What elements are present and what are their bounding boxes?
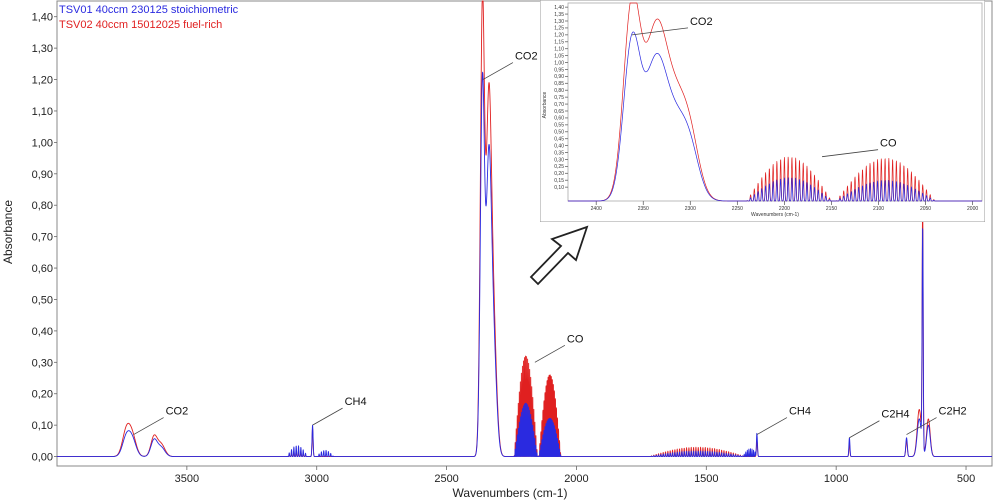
x-tick-label: 2050 (920, 206, 931, 212)
y-tick-label: 1,15 (554, 40, 564, 46)
x-tick-label: 1500 (694, 473, 718, 485)
annotation-leader (133, 417, 164, 435)
y-tick-label: 0,40 (554, 143, 564, 149)
y-tick-label: 0,80 (32, 200, 53, 212)
annotation-label: CO (880, 138, 897, 150)
y-tick-label: 0,75 (554, 95, 564, 101)
y-tick-label: 1,05 (554, 53, 564, 59)
y-tick-label: 1,10 (554, 46, 564, 52)
annotation-label: CH4 (789, 406, 811, 418)
legend-entry-tsv01: TSV01 40ccm 230125 stoichiometric (59, 4, 239, 16)
x-tick-label: 3500 (175, 473, 199, 485)
x-tick-label: 2500 (434, 473, 458, 485)
annotation-label: CO (567, 333, 584, 345)
annotation-leader (906, 417, 937, 435)
zoom-arrow-icon (529, 225, 589, 286)
y-tick-label: 0,55 (554, 123, 564, 129)
y-tick-label: 0,50 (32, 294, 53, 306)
inset-annotations: CO2 CO (631, 16, 897, 158)
annotation-leader (631, 27, 689, 36)
y-tick-label: 0,50 (554, 130, 564, 136)
x-tick-label: 2350 (638, 206, 649, 212)
y-tick-label: 1,30 (554, 19, 564, 25)
x-tick-label: 2000 (564, 473, 588, 485)
series-line-1 (567, 31, 983, 202)
y-tick-label: 1,25 (554, 26, 564, 32)
annotation-label: CO2 (166, 406, 189, 418)
y-tick-label: 0,70 (32, 232, 53, 244)
y-tick-label: 0,15 (554, 178, 564, 184)
inset-plot-area (567, 2, 983, 202)
inset-y-axis: 0,100,150,200,250,300,350,400,450,500,55… (554, 5, 568, 191)
y-tick-label: 1,35 (554, 12, 564, 18)
y-tick-label: 0,25 (554, 164, 564, 170)
series-line-1 (56, 71, 993, 458)
y-tick-label: 0,35 (554, 150, 564, 156)
legend-entry-tsv02: TSV02 40ccm 15012025 fuel-rich (59, 19, 222, 31)
inset-x-axis: 2400 2350 2300 2250 2200 2150 2100 2050 2000 (591, 201, 978, 212)
main-x-axis-label: Wavenumbers (cm-1) (453, 486, 568, 500)
y-tick-label: 0,10 (32, 420, 53, 432)
main-series-group (56, 0, 993, 458)
x-tick-label: 2150 (826, 206, 837, 212)
annotation-label: C2H4 (881, 409, 909, 421)
y-tick-label: 0,90 (554, 74, 564, 80)
x-tick-label: 2100 (873, 206, 884, 212)
x-tick-label: 500 (957, 473, 975, 485)
inset-x-axis-label: Wavenumbers (cm-1) (751, 212, 799, 218)
y-tick-label: 1,10 (32, 106, 53, 118)
x-tick-label: 2200 (779, 206, 790, 212)
y-tick-label: 0,40 (32, 326, 53, 338)
y-tick-label: 0,60 (554, 116, 564, 122)
y-tick-label: 0,85 (554, 81, 564, 87)
y-tick-label: 0,90 (32, 169, 53, 181)
y-tick-label: 1,20 (554, 33, 564, 39)
y-tick-label: 0,60 (32, 263, 53, 275)
y-tick-label: 0,30 (32, 357, 53, 369)
y-tick-label: 0,70 (554, 102, 564, 108)
y-tick-label: 0,20 (32, 389, 53, 401)
inset-series-group (567, 2, 983, 202)
y-tick-label: 0,80 (554, 88, 564, 94)
y-tick-label: 0,30 (554, 157, 564, 163)
y-tick-label: 0,65 (554, 109, 564, 115)
main-x-axis: 3500 3000 2500 2000 1500 1000 500 (175, 466, 975, 485)
inset-y-axis-label: Absorbance (542, 91, 548, 118)
annotation-leader (821, 149, 879, 158)
x-tick-label: 2000 (967, 206, 978, 212)
annotation-label: CO2 (515, 51, 538, 63)
x-tick-label: 2400 (591, 206, 602, 212)
y-tick-label: 0,20 (554, 171, 564, 177)
annotation-label: C2H2 (939, 406, 967, 418)
annotation-leader (312, 407, 343, 426)
annotation-leader (534, 344, 566, 363)
main-y-axis-label: Absorbance (1, 200, 15, 264)
y-tick-label: 1,00 (32, 137, 53, 149)
y-tick-label: 0,45 (554, 136, 564, 142)
annotation-label: CH4 (345, 396, 367, 408)
y-tick-label: 0,00 (32, 452, 53, 464)
y-tick-label: 1,00 (554, 60, 564, 66)
x-tick-label: 2250 (732, 206, 743, 212)
y-tick-label: 1,40 (32, 12, 53, 24)
y-tick-label: 0,95 (554, 67, 564, 73)
annotation-leader (482, 62, 514, 80)
inset-spectrum-chart: 0,100,150,200,250,300,350,400,450,500,55… (540, 0, 985, 222)
x-tick-label: 2300 (685, 206, 696, 212)
y-tick-label: 1,40 (554, 5, 564, 11)
annotation-label: CO2 (690, 16, 713, 28)
y-tick-label: 0,10 (554, 185, 564, 191)
annotation-leader (849, 420, 880, 439)
main-y-axis: 0,00 0,10 0,20 0,30 0,40 0,50 0,60 0,70 0,80 0,90… (32, 12, 57, 464)
y-tick-label: 1,20 (32, 75, 53, 87)
annotation-leader (756, 417, 788, 435)
x-tick-label: 1000 (824, 473, 848, 485)
y-tick-label: 1,30 (32, 43, 53, 55)
x-tick-label: 3000 (304, 473, 328, 485)
